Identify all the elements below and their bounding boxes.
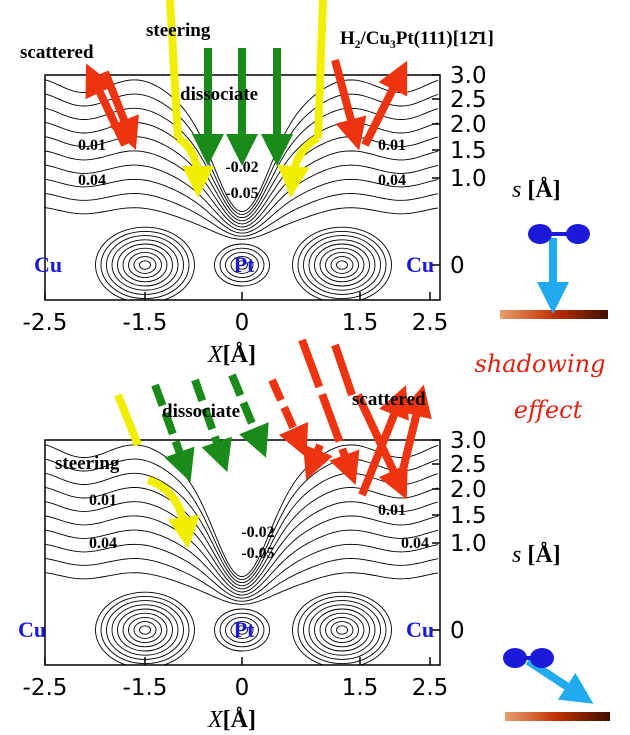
contour-ring bbox=[96, 227, 195, 303]
contour-ring bbox=[134, 622, 156, 639]
x-tick-label: -2.5 bbox=[23, 310, 68, 336]
contour-ring bbox=[331, 257, 353, 274]
title: H₂/Cu₃Pt(111)[12̄1] bbox=[340, 28, 494, 49]
contour-ring bbox=[320, 613, 364, 647]
label: scattered bbox=[352, 389, 426, 410]
label: scattered bbox=[20, 42, 94, 63]
molecule-icon bbox=[500, 224, 608, 319]
y-tick-label: 2.0 bbox=[450, 477, 487, 503]
figure: H₂/Cu₃Pt(111)[12̄1] shadowing effect sca… bbox=[0, 0, 630, 735]
annotation: effect bbox=[514, 396, 583, 424]
contour-label: 0.04 bbox=[78, 172, 106, 189]
contour-label: 0.01 bbox=[78, 137, 106, 154]
contour-ring bbox=[96, 592, 195, 668]
y-tick-label: 2.5 bbox=[450, 452, 487, 478]
atom-label: Cu bbox=[406, 252, 434, 277]
x-tick-label: 1.5 bbox=[342, 310, 379, 336]
contour-ring bbox=[112, 605, 178, 655]
y-tick-label: 0 bbox=[450, 253, 465, 279]
contour-label: -0.05 bbox=[241, 545, 274, 562]
x-tick-label: 2.5 bbox=[412, 675, 449, 701]
y-tick-label: 1.5 bbox=[450, 503, 487, 529]
atom-label: Cu bbox=[34, 252, 62, 277]
contour-label: 0.01 bbox=[378, 137, 406, 154]
y-tick-label: 0 bbox=[450, 618, 465, 644]
panel: scattered steering dissociate 0.01 0.04 … bbox=[20, 0, 608, 368]
contour-ring bbox=[293, 592, 392, 668]
label: steering bbox=[55, 453, 120, 474]
contour-ring bbox=[118, 609, 173, 651]
contour-label: -0.02 bbox=[241, 524, 274, 541]
x-tick-label: 1.5 bbox=[342, 675, 379, 701]
molecule-icon bbox=[503, 648, 610, 721]
contour-label: 0.01 bbox=[378, 502, 406, 519]
contour-ring bbox=[134, 257, 156, 274]
x-tick-label: 2.5 bbox=[412, 310, 449, 336]
y-tick-label: 1.0 bbox=[450, 166, 487, 192]
x-axis-label: X[Å] bbox=[207, 707, 256, 733]
y-tick-label: 2.0 bbox=[450, 112, 487, 138]
y-tick-label: 1.0 bbox=[450, 531, 487, 557]
contour-ring bbox=[337, 261, 348, 269]
atom-label: Pt bbox=[234, 252, 255, 277]
contour-ring bbox=[315, 244, 370, 286]
contour-ring bbox=[112, 240, 178, 290]
contour-label: 0.04 bbox=[378, 172, 406, 189]
atom-label: Cu bbox=[406, 617, 434, 642]
contour-ring bbox=[309, 240, 375, 290]
contour-ring bbox=[320, 248, 364, 282]
contour-ring bbox=[331, 622, 353, 639]
x-tick-label: -1.5 bbox=[123, 310, 168, 336]
y-tick-label: 1.5 bbox=[450, 138, 487, 164]
y-axis-label: s[Å] bbox=[512, 177, 561, 203]
x-tick-label: -1.5 bbox=[123, 675, 168, 701]
x-tick-label: 0 bbox=[235, 310, 250, 336]
contour-ring bbox=[298, 596, 386, 663]
contour-ring bbox=[101, 231, 189, 298]
label: dissociate bbox=[180, 84, 258, 105]
y-tick-label: 3.0 bbox=[450, 428, 487, 454]
arrows bbox=[118, 340, 420, 533]
contour-label: 0.04 bbox=[89, 535, 117, 552]
y-axis-label: s[Å] bbox=[512, 542, 561, 568]
y-tick-label: 2.5 bbox=[450, 87, 487, 113]
contour-ring bbox=[101, 596, 189, 663]
contour-ring bbox=[140, 261, 151, 269]
contour-label: 0.04 bbox=[401, 535, 429, 552]
contour-ring bbox=[337, 626, 348, 634]
contour-ring bbox=[298, 231, 386, 298]
annotation: shadowing bbox=[475, 350, 606, 378]
contour-label: -0.02 bbox=[225, 159, 258, 176]
label: steering bbox=[146, 20, 211, 41]
x-tick-label: -2.5 bbox=[23, 675, 68, 701]
contour-ring bbox=[309, 605, 375, 655]
contour-label: -0.05 bbox=[225, 185, 258, 202]
y-tick-label: 3.0 bbox=[450, 63, 487, 89]
contour-ring bbox=[315, 609, 370, 651]
contour-ring bbox=[123, 248, 167, 282]
contour-ring bbox=[118, 244, 173, 286]
label: dissociate bbox=[162, 401, 240, 422]
contour-ring bbox=[140, 626, 151, 634]
atom-label: Pt bbox=[234, 617, 255, 642]
x-tick-label: 0 bbox=[235, 675, 250, 701]
contour-ring bbox=[293, 227, 392, 303]
x-axis-label: X[Å] bbox=[207, 342, 256, 368]
atom-label: Cu bbox=[18, 617, 46, 642]
contour-ring bbox=[123, 613, 167, 647]
contour-label: 0.01 bbox=[89, 492, 117, 509]
